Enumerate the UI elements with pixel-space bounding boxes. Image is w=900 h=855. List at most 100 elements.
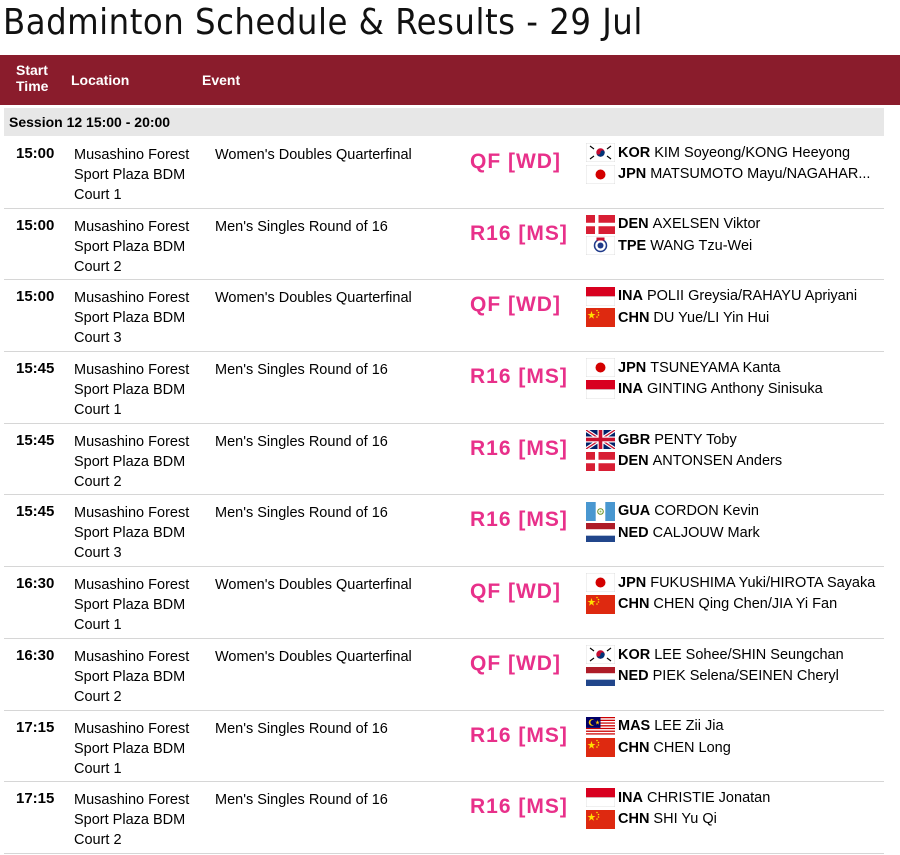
flag-ina-icon bbox=[586, 286, 615, 306]
player-name: AXELSEN Viktor bbox=[652, 216, 761, 233]
start-time: 16:30 bbox=[16, 646, 55, 664]
player-entry[interactable]: INA POLII Greysia/RAHAYU Apriyani bbox=[586, 285, 857, 307]
column-header-event: Event bbox=[202, 72, 241, 88]
start-time: 15:45 bbox=[16, 360, 55, 378]
page-title: Badminton Schedule & Results - 29 Jul bbox=[3, 2, 643, 43]
country-code: CHN bbox=[618, 596, 650, 613]
country-code: JPN bbox=[618, 166, 647, 183]
player-entry[interactable]: INA GINTING Anthony Sinisuka bbox=[586, 379, 823, 401]
start-time: 16:30 bbox=[16, 575, 55, 593]
start-time: 15:00 bbox=[16, 145, 55, 162]
event-badge: R16 [MS] bbox=[470, 436, 568, 460]
flag-chn-icon bbox=[586, 308, 615, 328]
start-time: 17:15 bbox=[16, 718, 55, 736]
flag-jpn-icon bbox=[586, 573, 615, 593]
player-entry[interactable]: NED PIEK Selena/SEINEN Cheryl bbox=[586, 665, 844, 687]
column-header-start-time-line2: Time bbox=[16, 78, 49, 94]
country-code: INA bbox=[618, 288, 643, 305]
table-row[interactable]: 17:15 Musashino Forest Sport Plaza BDM Co… bbox=[4, 711, 884, 783]
player-entry[interactable]: KOR KIM Soyeong/KONG Heeyong bbox=[586, 142, 870, 164]
event-name[interactable]: Women's Doubles Quarterfinal bbox=[215, 648, 412, 665]
player-entry[interactable]: CHN CHEN Long bbox=[586, 737, 731, 759]
event-badge: QF [WD] bbox=[470, 580, 561, 604]
players: KOR KIM Soyeong/KONG Heeyong JPN MATSUMOTO … bbox=[586, 142, 870, 185]
player-entry[interactable]: CHN DU Yue/LI Yin Hui bbox=[586, 307, 857, 329]
column-header-location: Location bbox=[71, 72, 130, 88]
event-name[interactable]: Women's Doubles Quarterfinal bbox=[215, 290, 412, 307]
event-name[interactable]: Women's Doubles Quarterfinal bbox=[215, 147, 412, 163]
event-name[interactable]: Men's Singles Round of 16 bbox=[215, 218, 388, 235]
flag-gua-icon bbox=[586, 501, 615, 521]
event-badge: QF [WD] bbox=[470, 651, 561, 675]
column-header-start-time-line1: Start bbox=[16, 62, 48, 78]
player-entry[interactable]: INA CHRISTIE Jonatan bbox=[586, 787, 770, 809]
country-code: KOR bbox=[618, 646, 651, 663]
flag-kor-icon bbox=[586, 143, 615, 163]
player-entry[interactable]: KOR LEE Sohee/SHIN Seungchan bbox=[586, 644, 844, 666]
player-name: CHEN Qing Chen/JIA Yi Fan bbox=[653, 596, 838, 613]
table-row[interactable]: 15:00 Musashino Forest Sport Plaza BDM Co… bbox=[4, 137, 884, 209]
player-name: DU Yue/LI Yin Hui bbox=[653, 309, 770, 326]
event-name[interactable]: Men's Singles Round of 16 bbox=[215, 720, 388, 737]
country-code: CHN bbox=[618, 309, 650, 326]
table-row[interactable]: 16:30 Musashino Forest Sport Plaza BDM Co… bbox=[4, 639, 884, 711]
player-entry[interactable]: GBR PENTY Toby bbox=[586, 429, 782, 451]
country-code: DEN bbox=[618, 453, 649, 469]
event-name[interactable]: Men's Singles Round of 16 bbox=[215, 433, 388, 450]
start-time: 15:00 bbox=[16, 216, 55, 234]
start-time: 15:45 bbox=[16, 503, 55, 521]
country-code: CHN bbox=[618, 739, 650, 756]
flag-ned-icon bbox=[586, 523, 615, 543]
table-row[interactable]: 16:30 Musashino Forest Sport Plaza BDM Co… bbox=[4, 567, 884, 639]
country-code: INA bbox=[618, 789, 643, 806]
player-entry[interactable]: DEN AXELSEN Viktor bbox=[586, 214, 760, 236]
location: Musashino Forest Sport Plaza BDM Court 1 bbox=[74, 147, 190, 203]
player-name: GINTING Anthony Sinisuka bbox=[646, 381, 823, 398]
location: Musashino Forest Sport Plaza BDM Court 2 bbox=[74, 433, 190, 490]
player-name: MATSUMOTO Mayu/NAGAHAR... bbox=[650, 166, 871, 183]
player-name: FUKUSHIMA Yuki/HIROTA Sayaka bbox=[650, 574, 876, 591]
location: Musashino Forest Sport Plaza BDM Court 1 bbox=[74, 362, 190, 419]
location: Musashino Forest Sport Plaza BDM Court 2 bbox=[74, 218, 190, 275]
player-entry[interactable]: CHN CHEN Qing Chen/JIA Yi Fan bbox=[586, 594, 875, 616]
location: Musashino Forest Sport Plaza BDM Court 2 bbox=[74, 792, 190, 849]
country-code: KOR bbox=[618, 144, 651, 161]
event-name[interactable]: Women's Doubles Quarterfinal bbox=[215, 577, 412, 594]
player-name: POLII Greysia/RAHAYU Apriyani bbox=[646, 288, 858, 305]
flag-chn-icon bbox=[586, 594, 615, 614]
table-row[interactable]: 15:00 Musashino Forest Sport Plaza BDM Co… bbox=[4, 209, 884, 281]
country-code: GUA bbox=[618, 503, 651, 520]
event-name[interactable]: Men's Singles Round of 16 bbox=[215, 792, 388, 809]
start-time: 15:45 bbox=[16, 431, 55, 449]
player-entry[interactable]: NED CALJOUW Mark bbox=[586, 522, 760, 544]
location: Musashino Forest Sport Plaza BDM Court 3 bbox=[74, 290, 190, 347]
player-entry[interactable]: TPE WANG Tzu-Wei bbox=[586, 235, 760, 257]
player-entry[interactable]: CHN SHI Yu Qi bbox=[586, 809, 770, 831]
players: JPN TSUNEYAMA Kanta INA GINTING Anthony Sin… bbox=[586, 357, 823, 400]
country-code: GBR bbox=[618, 431, 651, 448]
player-entry[interactable]: JPN FUKUSHIMA Yuki/HIROTA Sayaka bbox=[586, 572, 875, 594]
table-row[interactable]: 15:00 Musashino Forest Sport Plaza BDM Co… bbox=[4, 280, 884, 353]
event-name[interactable]: Men's Singles Round of 16 bbox=[215, 362, 388, 379]
player-entry[interactable]: JPN MATSUMOTO Mayu/NAGAHAR... bbox=[586, 164, 870, 186]
table-row[interactable]: 17:15 Musashino Forest Sport Plaza BDM Co… bbox=[4, 782, 884, 854]
player-entry[interactable]: MAS LEE Zii Jia bbox=[586, 716, 731, 738]
table-row[interactable]: 15:45 Musashino Forest Sport Plaza BDM Co… bbox=[4, 424, 884, 496]
flag-jpn-icon bbox=[586, 358, 615, 378]
event-badge: R16 [MS] bbox=[470, 508, 568, 532]
event-name[interactable]: Men's Singles Round of 16 bbox=[215, 505, 388, 522]
start-time: 17:15 bbox=[16, 790, 55, 808]
player-name: WANG Tzu-Wei bbox=[650, 237, 753, 254]
player-entry[interactable]: GUA CORDON Kevin bbox=[586, 500, 760, 522]
schedule-rows: 15:00 Musashino Forest Sport Plaza BDM Co… bbox=[4, 137, 884, 854]
player-entry[interactable]: DEN ANTONSEN Anders bbox=[586, 450, 782, 472]
player-name: PENTY Toby bbox=[654, 431, 737, 448]
table-row[interactable]: 15:45 Musashino Forest Sport Plaza BDM Co… bbox=[4, 352, 884, 424]
players: KOR LEE Sohee/SHIN Seungchan NED PIEK Selen… bbox=[586, 644, 844, 687]
table-row[interactable]: 15:45 Musashino Forest Sport Plaza BDM Co… bbox=[4, 495, 884, 568]
player-entry[interactable]: JPN TSUNEYAMA Kanta bbox=[586, 357, 823, 379]
players: INA CHRISTIE Jonatan CHN SHI Yu Qi bbox=[586, 787, 770, 830]
flag-ned-icon bbox=[586, 666, 615, 686]
country-code: NED bbox=[618, 524, 649, 541]
flag-mas-icon bbox=[586, 716, 615, 736]
